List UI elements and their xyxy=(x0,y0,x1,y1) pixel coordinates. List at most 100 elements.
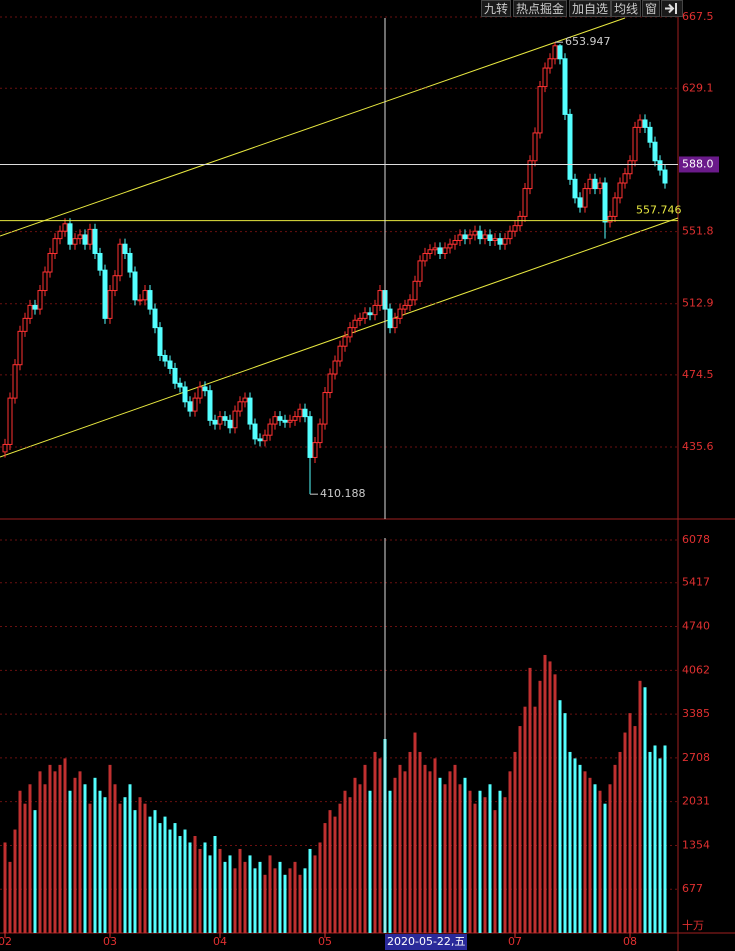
volume-bar xyxy=(78,771,82,933)
candle-body xyxy=(342,336,348,347)
candle-body xyxy=(487,234,493,241)
candle-body xyxy=(2,443,8,453)
candle-body xyxy=(332,360,338,375)
volume-bar xyxy=(443,784,447,933)
candle-body xyxy=(352,319,358,329)
candle-body xyxy=(662,169,668,184)
volume-bar xyxy=(328,810,332,933)
volume-bar xyxy=(403,771,407,933)
volume-bar xyxy=(643,687,647,933)
volume-bar xyxy=(258,861,262,933)
candle-body xyxy=(157,327,163,356)
candle-body xyxy=(527,160,533,190)
candle-body xyxy=(492,238,498,241)
candle-body xyxy=(637,119,643,128)
exit-icon[interactable] xyxy=(661,0,683,17)
toolbar-button[interactable]: 热点掘金 xyxy=(513,0,568,17)
y-tick-label: 5417 xyxy=(682,576,710,589)
candle-body xyxy=(222,416,228,421)
candle-body xyxy=(507,230,513,240)
candle-body xyxy=(357,317,363,321)
volume-bar xyxy=(298,874,302,933)
volume-bar xyxy=(418,751,422,933)
volume-bar xyxy=(13,829,17,933)
candle-body xyxy=(427,249,433,254)
candle-body xyxy=(547,58,553,69)
volume-bar xyxy=(168,829,172,933)
volume-bar xyxy=(308,848,312,933)
volume-bar xyxy=(338,803,342,933)
volume-bar xyxy=(503,797,507,933)
volume-bar xyxy=(268,855,272,933)
candle-body xyxy=(512,225,518,232)
volume-bar xyxy=(438,777,442,933)
candle-body xyxy=(447,243,453,249)
candle-body xyxy=(592,178,598,190)
volume-bar xyxy=(273,868,277,933)
candle-body xyxy=(542,67,548,88)
candle-body xyxy=(82,234,88,245)
volume-bar xyxy=(538,680,542,933)
volume-bar xyxy=(248,855,252,933)
candle-body xyxy=(337,345,343,362)
volume-bar xyxy=(413,732,417,933)
channel-line xyxy=(0,217,679,458)
candle-body xyxy=(402,304,408,310)
volume-bar xyxy=(3,842,7,933)
candle-body xyxy=(102,269,108,319)
volume-bar xyxy=(573,758,577,933)
volume-bar xyxy=(498,790,502,933)
toolbar-button[interactable]: 均线 xyxy=(611,0,642,17)
volume-bar xyxy=(123,797,127,933)
toolbar-button[interactable]: 九转 xyxy=(481,0,512,17)
volume-bar xyxy=(68,790,72,933)
candle-body xyxy=(587,178,593,190)
candle-body xyxy=(122,243,128,254)
candle-body xyxy=(7,397,13,445)
candle-body xyxy=(627,160,633,175)
candle-body xyxy=(52,238,58,254)
volume-bar xyxy=(393,777,397,933)
candle-body xyxy=(497,238,503,245)
toolbar-button[interactable]: 加自选 xyxy=(569,0,612,17)
volume-bar xyxy=(288,868,292,933)
volume-bar xyxy=(578,764,582,933)
candle-body xyxy=(277,416,283,421)
candle-body xyxy=(297,408,303,418)
toolbar-button[interactable]: 窗 xyxy=(642,0,661,17)
volume-bar xyxy=(428,771,432,933)
candle-body xyxy=(117,243,123,277)
volume-bar xyxy=(63,758,67,933)
volume-bar xyxy=(553,674,557,933)
volume-bar xyxy=(373,751,377,933)
volume-bar xyxy=(343,790,347,933)
volume-bar xyxy=(488,784,492,933)
candle-body xyxy=(12,364,18,399)
volume-bar xyxy=(208,855,212,933)
candle-body xyxy=(27,304,33,319)
candle-body xyxy=(197,386,203,399)
candle-body xyxy=(202,386,208,392)
volume-bar xyxy=(278,861,282,933)
volume-bar xyxy=(648,751,652,933)
volume-bar xyxy=(533,706,537,933)
volume-bar xyxy=(568,751,572,933)
candle-body xyxy=(267,423,273,436)
candle-body xyxy=(392,317,398,329)
volume-bar xyxy=(253,868,257,933)
candle-body xyxy=(137,299,143,302)
volume-bar xyxy=(398,764,402,933)
volume-bar xyxy=(603,803,607,933)
volume-bar xyxy=(453,764,457,933)
volume-bar xyxy=(523,706,527,933)
candle-body xyxy=(537,86,543,134)
volume-bar xyxy=(508,771,512,933)
volume-bar xyxy=(138,797,142,933)
candle-body xyxy=(217,416,223,425)
x-tick-label: 03 xyxy=(103,935,117,948)
volume-bar xyxy=(493,810,497,933)
volume-bar xyxy=(408,751,412,933)
candle-body xyxy=(617,182,623,199)
